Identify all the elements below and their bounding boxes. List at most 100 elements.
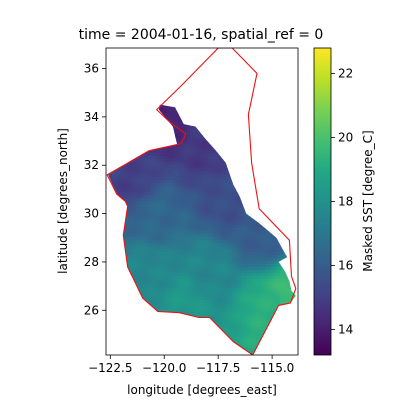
sst-cell — [202, 222, 206, 226]
sst-cell — [229, 255, 233, 259]
sst-cell — [175, 216, 179, 220]
sst-cell — [160, 147, 164, 151]
sst-cell — [154, 273, 158, 277]
sst-cell — [223, 264, 227, 268]
sst-cell — [247, 267, 251, 271]
sst-cell — [214, 192, 218, 196]
sst-cell — [130, 165, 134, 169]
sst-cell — [256, 252, 260, 256]
sst-cell — [130, 270, 134, 274]
sst-cell — [154, 189, 158, 193]
sst-cell — [184, 123, 188, 127]
sst-cell — [244, 216, 248, 220]
sst-cell — [166, 147, 170, 151]
sst-cell — [166, 108, 170, 112]
sst-cell — [247, 234, 251, 238]
sst-cell — [172, 117, 176, 121]
sst-cell — [193, 240, 197, 244]
sst-cell — [250, 219, 254, 223]
sst-cell — [124, 177, 128, 181]
sst-cell — [256, 246, 260, 250]
sst-cell — [166, 201, 170, 205]
sst-cell — [223, 204, 227, 208]
sst-cell — [181, 249, 185, 253]
sst-cell — [253, 255, 257, 259]
sst-cell — [226, 171, 230, 175]
sst-cell — [193, 192, 197, 196]
sst-cell — [256, 243, 260, 247]
sst-cell — [235, 252, 239, 256]
sst-cell — [157, 273, 161, 277]
sst-cell — [142, 279, 146, 283]
sst-cell — [151, 273, 155, 277]
sst-cell — [142, 201, 146, 205]
sst-cell — [172, 273, 176, 277]
sst-cell — [136, 264, 140, 268]
sst-cell — [145, 234, 149, 238]
sst-cell — [169, 246, 173, 250]
sst-cell — [175, 183, 179, 187]
sst-cell — [157, 174, 161, 178]
sst-cell — [127, 192, 131, 196]
sst-cell — [199, 225, 203, 229]
sst-cell — [124, 174, 128, 178]
sst-cell — [178, 120, 182, 124]
sst-cell — [181, 273, 185, 277]
sst-cell — [154, 162, 158, 166]
sst-cell — [238, 258, 242, 262]
sst-cell — [235, 192, 239, 196]
sst-cell — [130, 210, 134, 214]
sst-cell — [226, 225, 230, 229]
sst-cell — [172, 222, 176, 226]
sst-cell — [208, 144, 212, 148]
sst-cell — [217, 174, 221, 178]
sst-cell — [202, 177, 206, 181]
sst-cell — [196, 195, 200, 199]
sst-cell — [175, 222, 179, 226]
sst-cell — [196, 132, 200, 136]
sst-cell — [139, 195, 143, 199]
sst-cell — [211, 177, 215, 181]
sst-cell — [154, 237, 158, 241]
sst-cell — [223, 249, 227, 253]
sst-cell — [142, 156, 146, 160]
sst-cell — [232, 273, 236, 277]
sst-cell — [196, 234, 200, 238]
sst-cell — [190, 279, 194, 283]
sst-cell — [235, 204, 239, 208]
sst-cell — [196, 150, 200, 154]
sst-cell — [148, 189, 152, 193]
sst-cell — [187, 249, 191, 253]
plot-area — [105, 47, 299, 356]
sst-cell — [193, 162, 197, 166]
sst-cell — [193, 126, 197, 130]
sst-cell — [109, 174, 113, 178]
sst-cell — [139, 258, 143, 262]
sst-cell — [199, 177, 203, 181]
sst-cell — [241, 219, 245, 223]
sst-cell — [226, 180, 230, 184]
sst-cell — [211, 165, 215, 169]
sst-cell — [214, 195, 218, 199]
sst-cell — [151, 234, 155, 238]
sst-cell — [184, 135, 188, 139]
sst-cell — [166, 276, 170, 280]
sst-cell — [148, 222, 152, 226]
sst-cell — [202, 165, 206, 169]
sst-cell — [241, 246, 245, 250]
sst-cell — [190, 216, 194, 220]
sst-cell — [166, 207, 170, 211]
sst-cell — [130, 213, 134, 217]
sst-cell — [154, 228, 158, 232]
sst-cell — [190, 171, 194, 175]
sst-cell — [259, 240, 263, 244]
sst-cell — [178, 186, 182, 190]
sst-cell — [190, 198, 194, 202]
sst-cell — [139, 183, 143, 187]
sst-cell — [268, 255, 272, 259]
sst-cell — [178, 174, 182, 178]
sst-cell — [265, 246, 269, 250]
sst-cell — [271, 276, 275, 280]
sst-cell — [232, 276, 236, 280]
sst-cell — [205, 237, 209, 241]
